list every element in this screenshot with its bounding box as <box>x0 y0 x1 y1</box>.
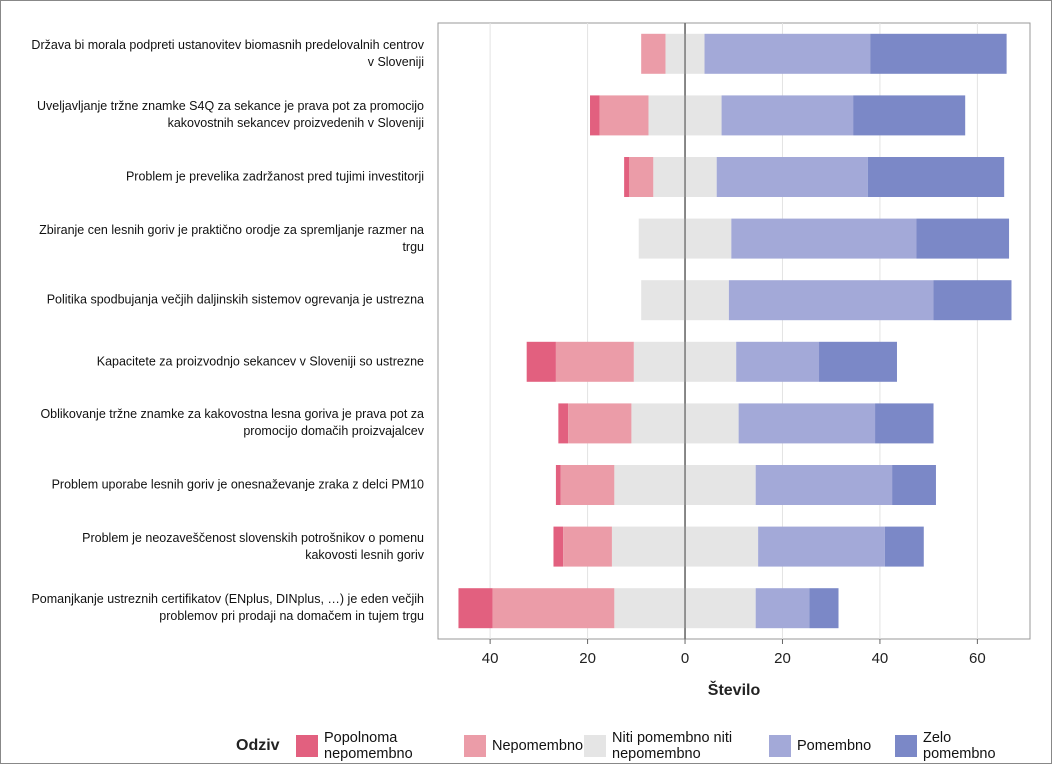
bar-segment <box>716 157 868 197</box>
category-label: Problem uporabe lesnih goriv je onesnaže… <box>51 477 424 492</box>
bar-segment <box>728 280 934 321</box>
bar-segment <box>853 95 966 136</box>
category-label: Problem je prevelika zadržanost pred tuj… <box>125 169 424 184</box>
category-label: Oblikovanje tržne znamke za kakovostna l… <box>40 407 424 439</box>
bar-segment <box>563 526 612 567</box>
bar-segment <box>704 33 871 74</box>
category-label: Uveljavljanje tržne znamke S4Q za sekanc… <box>37 99 424 131</box>
bar-segment <box>870 33 1007 74</box>
bar-segment <box>590 95 600 136</box>
bar-segment <box>560 465 615 505</box>
legend-label: Pomembno <box>797 738 872 754</box>
bar-segment <box>599 95 649 136</box>
legend-label: Popolnoma nepomembno <box>324 730 413 762</box>
bar-segment <box>916 218 1010 259</box>
plot-border <box>437 22 1031 640</box>
bar-segment <box>555 465 561 505</box>
bar-segment <box>526 341 556 382</box>
x-tick-label: 40 <box>872 650 889 667</box>
x-tick-label: 0 <box>681 650 689 667</box>
legend-swatch <box>296 735 318 757</box>
category-label: Politika spodbujanja večjih daljinskih s… <box>46 292 424 307</box>
bar-segment <box>492 588 615 629</box>
x-axis-label: Število <box>708 680 761 699</box>
legend-swatch <box>464 735 486 757</box>
bar-segment <box>819 341 897 382</box>
bar-segment <box>568 403 632 444</box>
bar-segment <box>892 465 936 505</box>
category-label: Država bi morala podpreti ustanovitev bi… <box>31 37 424 69</box>
legend-label: Zelo pomembno <box>923 730 996 762</box>
bar-segment <box>721 95 854 136</box>
bar-segment <box>555 341 634 382</box>
bar-segment <box>736 341 820 382</box>
legend-label: Niti pomembno niti nepomembno <box>612 730 733 762</box>
category-label: Zbiranje cen lesnih goriv je praktično o… <box>39 222 424 254</box>
legend-label: Nepomembno <box>492 738 584 754</box>
bar-segment <box>755 588 810 629</box>
bar-segment <box>624 157 629 197</box>
bar-segment <box>758 526 885 567</box>
legend-swatch <box>584 735 606 757</box>
category-label: Problem je neozaveščenost slovenskih pot… <box>82 530 424 562</box>
category-label: Pomanjkanje ustreznih certifikatov (ENpl… <box>31 592 424 624</box>
legend-swatch <box>895 735 917 757</box>
bar-segment <box>458 588 493 629</box>
x-tick-label: 20 <box>579 650 596 667</box>
x-tick-label: 60 <box>969 650 986 667</box>
bar-segment <box>867 157 1005 197</box>
legend-title: Odziv <box>236 737 280 754</box>
bar-segment <box>809 588 839 629</box>
legend-swatch <box>769 735 791 757</box>
bar-segment <box>641 33 666 74</box>
x-tick-label: 20 <box>774 650 791 667</box>
bar-segment <box>933 280 1012 321</box>
bar-segment <box>738 403 876 444</box>
x-tick-label: 40 <box>482 650 499 667</box>
bar-segment <box>731 218 917 259</box>
bar-segment <box>755 465 893 505</box>
bar-segment <box>553 526 564 567</box>
bar-segment <box>875 403 934 444</box>
bar-segment <box>628 157 654 197</box>
bar-segment <box>558 403 569 444</box>
category-label: Kapacitete za proizvodnjo sekancev v Slo… <box>96 354 424 369</box>
bar-segment <box>884 526 924 567</box>
